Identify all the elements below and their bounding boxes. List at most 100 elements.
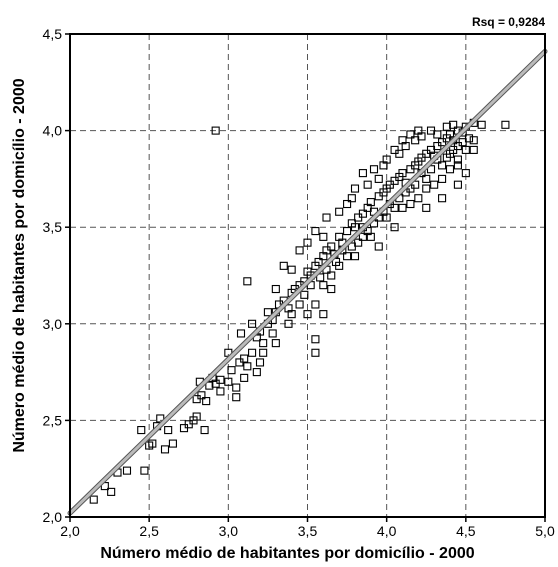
data-point [89,495,98,504]
data-point [145,441,154,450]
x-tick-label: 3,0 [219,523,239,539]
x-axis-ticks: 2,0 2,5 3,0 3,5 4,0 4,5 5,0 [60,517,555,539]
data-point [240,354,249,363]
data-point [316,273,325,282]
data-point [259,348,268,357]
data-point [311,348,320,357]
data-point [406,130,415,139]
x-axis-title: Número médio de habitantes por domicílio… [100,545,474,562]
y-tick-label: 2,0 [43,509,63,525]
data-point [255,358,265,367]
data-point [414,194,423,203]
data-point [137,426,146,435]
y-tick-label: 3,5 [43,219,63,235]
data-point [445,165,455,174]
data-point [248,319,257,328]
data-point [314,257,323,267]
data-point [461,145,470,154]
data-point [366,198,375,207]
data-point [300,290,309,299]
data-point [398,203,407,212]
data-point [501,120,510,129]
data-point [390,203,399,212]
data-point [350,223,360,232]
data-point [350,252,360,261]
data-point [122,466,132,475]
data-point [390,223,399,232]
data-point [319,232,328,241]
rsq-annotation: Rsq = 0,9284 [472,15,545,29]
data-point [287,310,296,319]
data-point [279,261,288,270]
data-point [477,120,486,129]
data-point [438,174,447,183]
x-tick-label: 2,0 [60,523,80,539]
data-point [197,391,206,400]
y-tick-label: 3,0 [43,316,63,332]
data-point [398,169,407,178]
data-point [268,329,277,338]
data-point [164,426,173,435]
x-tick-label: 3,5 [298,523,318,539]
data-point [240,373,249,382]
x-tick-label: 2,5 [139,523,159,539]
data-point [358,232,367,241]
data-point [160,445,170,454]
data-point [248,348,257,357]
x-tick-label: 4,0 [377,523,397,539]
data-point [327,271,336,280]
data-point [430,180,439,189]
data-point [303,238,312,247]
data-point [295,300,304,309]
data-point [417,132,426,141]
data-point [449,145,458,154]
data-point [205,381,214,390]
data-point [331,257,341,267]
y-tick-label: 4,0 [43,123,63,139]
y-tick-label: 2,5 [43,412,63,428]
data-point [311,227,320,236]
data-point [232,393,241,402]
data-point [319,281,328,290]
data-point [327,242,336,251]
data-point [379,161,388,170]
data-point [271,284,280,294]
data-point [192,412,201,421]
data-point [374,174,383,183]
data-point [406,199,415,209]
data-point [363,180,372,189]
data-point [442,153,451,162]
y-axis-ticks: 2,0 2,5 3,0 3,5 4,0 4,5 [43,26,70,525]
y-tick-label: 4,5 [43,26,63,42]
data-point [311,335,320,344]
data-point [464,134,474,143]
fit-line [67,48,548,516]
data-point [401,142,410,151]
data-point [322,213,331,222]
data-point [236,329,246,338]
data-point [319,310,328,319]
data-point [374,242,383,251]
data-point [453,155,462,164]
data-point [469,145,478,154]
data-point [259,339,268,348]
data-point [216,375,225,384]
data-point [224,377,233,386]
data-point [327,284,336,294]
data-point [433,130,442,139]
data-point [295,246,304,255]
x-tick-label: 5,0 [535,523,555,539]
data-point [202,397,211,406]
data-point [358,169,367,178]
data-point [232,383,241,392]
data-point [211,126,220,135]
data-point [263,308,272,317]
data-point [335,207,344,216]
data-point [449,120,458,129]
data-point [168,439,177,448]
data-point [107,487,116,496]
data-point [453,180,462,189]
data-point [243,362,252,371]
data-point [303,310,312,319]
